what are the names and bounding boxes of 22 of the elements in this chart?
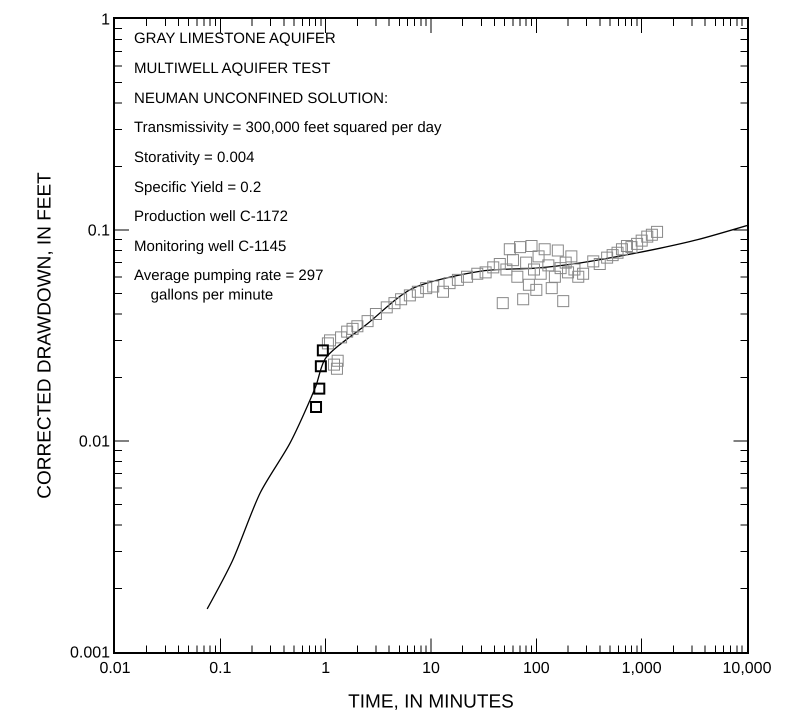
annotation: Monitoring well C-1145 — [134, 238, 286, 255]
x-tick-label: 10 — [422, 660, 440, 677]
annotation: GRAY LIMESTONE AQUIFER — [134, 30, 336, 47]
x-tick-label: 1,000 — [622, 660, 662, 677]
y-tick-label: 0.001 — [70, 644, 110, 662]
x-tick-label: 100 — [522, 660, 550, 677]
x-tick-label: 1 — [321, 660, 330, 677]
annotation: Production well C-1172 — [134, 208, 288, 225]
annotation: Transmissivity = 300,000 feet squared per day — [134, 119, 442, 136]
x-tick-label: 0.1 — [209, 660, 232, 677]
x-tick-label: 10,000 — [722, 660, 772, 677]
annotation: Storativity = 0.004 — [134, 149, 254, 166]
annotation: MULTIWELL AQUIFER TEST — [134, 60, 330, 77]
y-tick-label: 0.01 — [78, 434, 110, 451]
annotation: NEUMAN UNCONFINED SOLUTION: — [134, 90, 388, 107]
annotation: Specific Yield = 0.2 — [134, 179, 262, 196]
y-axis-title: CORRECTED DRAWDOWN, IN FEET — [34, 172, 56, 499]
x-tick-label: 0.01 — [99, 660, 131, 677]
x-axis-title: TIME, IN MINUTES — [348, 691, 514, 712]
y-tick-label: 0.1 — [88, 222, 110, 240]
annotation: Average pumping rate = 297 gallons per minute — [134, 267, 324, 304]
y-tick-label: 1 — [101, 12, 110, 29]
